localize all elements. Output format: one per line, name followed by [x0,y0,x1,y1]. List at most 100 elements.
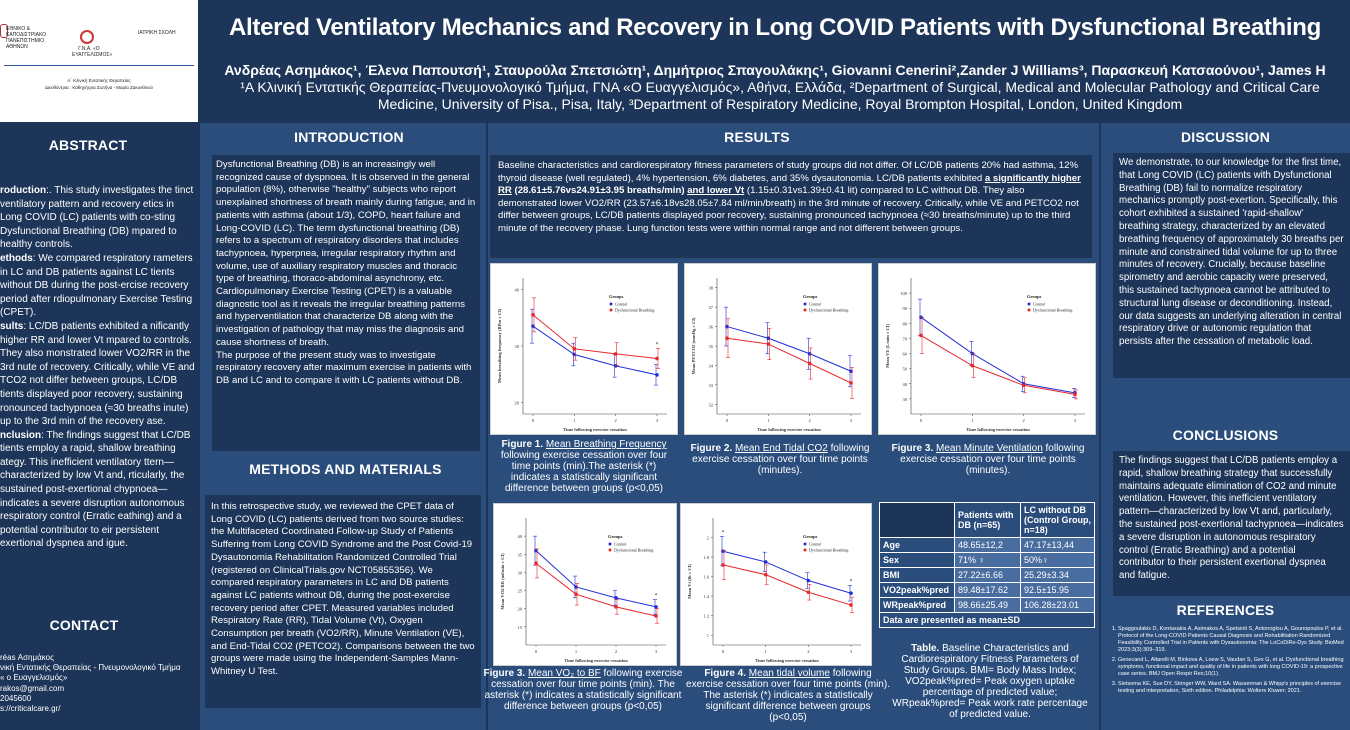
abstract-heading: ABSTRACT [48,137,128,153]
legend-marker [609,308,613,312]
x-axis-label: Time following exercise cessation [564,658,628,663]
contact-line2: νική Εντατικής Θεραπείας - Πνευμονολογικ… [0,663,181,673]
table-cell: 71% ♀ [954,552,1021,568]
figure-minute-ventilation: 30 40 50 60 70 80 90 100 0 1 2 3 Time following exer… [878,263,1096,435]
y-tick-label: 33 [709,383,714,388]
data-point [614,605,618,609]
y-axis-label: Mean Vt (lit ± CI) [687,564,692,599]
fig3b-title: Mean VO₂ to BF [527,668,601,679]
abstract-results: : LC/DB patients exhibited a nificantly … [0,320,195,428]
clinic-line2: Διευθύντρια : Καθηγήτρια Σωτήνα - Μαρία … [44,85,154,90]
y-tick-label: 40 [903,382,908,387]
contact-email[interactable]: rakos@gmail.com [0,683,65,693]
y-axis-label: Mean VE (L/min ± CI) [885,324,890,368]
hospital-logo-icon [80,30,94,44]
table-row: Age 48.65±12,2 47.17±13,44 [879,537,1095,553]
poster-title: Altered Ventilatory Mechanics and Recove… [228,14,1322,41]
data-point [849,381,853,385]
legend-marker [608,548,612,552]
contact-body: réas Ασημάκος νική Εντατικής Θεραπείας -… [0,653,196,714]
table-row-label: Age [879,537,955,553]
x-axis-label: Time following exercise cessation [757,427,821,432]
y-tick-label: 40 [515,287,520,292]
series-line [722,564,852,606]
abstract-methods: : We compared respiratory rameters in LC… [0,252,193,319]
contact-website[interactable]: s://criticalcare.gr/ [0,704,61,714]
methods-panel: In this retrospective study, we reviewed… [205,495,481,708]
conclusions-text: The findings suggest that LC/DB patients… [1119,455,1344,582]
chart-background [681,504,871,665]
y-tick-label: 1.4 [703,594,709,599]
abstract-conclusion: : The findings suggest that LC/DB tients… [0,429,191,550]
data-point [849,603,853,607]
fig3a-rest: following exercise cessation over four t… [900,443,1085,476]
table-note: Data are presented as mean±SD [879,612,1095,628]
y-tick-label: 20 [515,401,520,406]
contact-heading: CONTACT [49,617,119,633]
series-line [535,550,657,608]
series-line [726,337,852,384]
y-tick-label: 25 [518,589,523,594]
results-rr-label: a significantly higher RR [498,172,1081,197]
legend-label: Dysfunctional Breathing [614,548,653,553]
caption-fig3a: Figure 3. Mean Minute Ventilation follow… [886,443,1090,476]
table-caption-text: Baseline Characteristics and Cardiorespi… [892,643,1088,720]
x-tick-label: 2 [1023,418,1025,423]
affiliations: ¹Α Κλινική Εντατικής Θεραπείας-Πνευμονολ… [210,79,1350,113]
table-caption: Table. Baseline Characteristics and Card… [892,643,1088,720]
abstract-conclusion-label: nclusion [0,429,42,441]
table-cell: 48.65±12,2 [954,537,1021,553]
fig3b-rest: following exercise cessation over four t… [484,668,683,712]
legend-label: Dysfunctional Breathing [809,308,848,313]
results-heading: RESULTS [724,129,790,145]
chart-background [491,264,677,434]
legend-label: Dysfunctional Breathing [1033,308,1072,313]
affiliation-line1: ¹Α Κλινική Εντατικής Θεραπείας-Πνευμονολ… [240,79,1320,95]
references-list: Spaggoulakis D, Kontaxakis A, Asimakos A… [1106,626,1346,698]
chart-background [685,264,871,434]
data-point [655,373,659,377]
table-row: BMI 27.22±6.66 25.29±3.34 [879,567,1095,583]
hospital-name: Γ.Ν.Α. «Ο ΕΥΑΓΓΕΛΙΣΜΟΣ» [72,46,113,58]
x-axis-label: Time following exercise cessation [563,427,627,432]
table-cell: 27.22±6.66 [954,567,1021,583]
data-point [849,591,853,596]
data-point [613,352,618,356]
fig1-title: Mean Breathing Frequency [545,439,667,450]
y-tick-label: 30 [903,397,908,402]
legend-marker [609,302,613,306]
data-point [721,563,725,567]
y-tick-label: 90 [903,306,908,311]
methods-text: In this retrospective study, we reviewed… [211,501,475,678]
y-tick-label: 30 [515,344,520,349]
x-tick-label: 3 [850,418,853,423]
x-tick-label: 1 [765,649,767,654]
y-axis-label: Mean breathing frequency (BPm ± CI) [497,308,502,383]
conclusions-panel: The findings suggest that LC/DB patients… [1113,451,1350,596]
legend-title: Groups [803,294,818,299]
x-tick-label: 2 [809,418,811,423]
table-cell: 92.5±15.95 [1020,582,1095,598]
conclusions-heading: CONCLUSIONS [1172,427,1279,443]
y-axis-label: Mean PETCO2 (mmHg ± CI) [691,317,696,374]
results-vt-label: and lower Vt [687,185,745,196]
abstract-methods-label: ethods [0,252,33,264]
legend-label: Control [615,302,628,307]
x-axis-label: Time following exercise cessation [755,658,819,663]
y-tick-label: 100 [900,291,908,296]
introduction-panel: Dysfunctional Breathing (DB) is an incre… [212,155,480,451]
legend-marker [803,308,807,312]
table-cell: 47.17±13,44 [1020,537,1095,553]
data-point [1073,392,1077,397]
reference-item: Sietsema KE, Sue DY, Stringer WW, Ward S… [1118,681,1346,695]
data-point [919,333,923,338]
results-p2: (1.15±0.31vs1.39±0.41 lit) compared to L… [498,185,1079,234]
data-point [1021,383,1026,388]
table-caption-bold: Table. [911,643,940,654]
data-point [763,560,768,564]
data-point [806,590,811,595]
y-tick-label: 50 [903,367,908,372]
fig2-num: Figure 2. [690,443,733,454]
contact-phone: 2045600 [0,693,32,703]
x-axis-label: Time following exercise cessation [966,427,1030,432]
